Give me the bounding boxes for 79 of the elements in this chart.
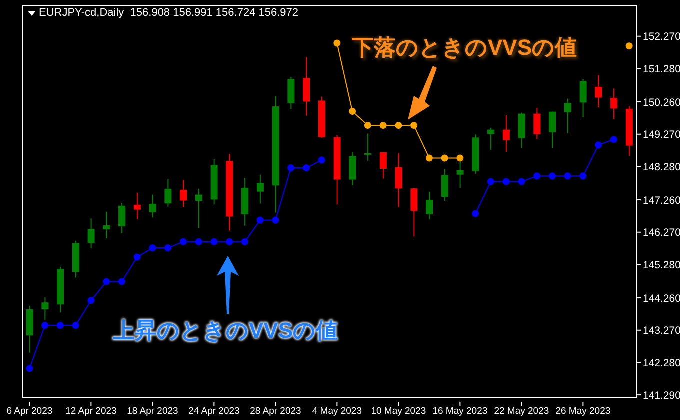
point (302, 164, 310, 172)
point (180, 238, 187, 246)
point (564, 172, 572, 180)
point (103, 278, 110, 286)
point (210, 238, 218, 246)
candlestick (595, 74, 602, 108)
candlestick (349, 152, 356, 186)
candlestick (164, 178, 172, 208)
candlestick (149, 194, 156, 218)
point (334, 40, 341, 47)
point (26, 365, 34, 372)
point (426, 154, 433, 162)
point (241, 238, 248, 246)
candlestick (549, 111, 556, 149)
candlestick (256, 174, 264, 204)
candlestick (610, 88, 618, 120)
point (149, 244, 156, 252)
point (318, 156, 326, 164)
point (395, 122, 402, 130)
candlestick (134, 192, 141, 220)
x-tick-label: 26 May 2023 (556, 406, 611, 417)
point (610, 136, 618, 144)
candlestick (410, 187, 418, 238)
point (134, 254, 141, 261)
point (195, 238, 202, 246)
candlestick (441, 168, 448, 202)
point (56, 322, 64, 329)
point (380, 122, 387, 130)
candlestick (42, 296, 49, 320)
point (272, 216, 280, 224)
point (534, 172, 541, 180)
point (288, 164, 295, 172)
point (548, 172, 556, 180)
candlestick (88, 218, 95, 249)
candlestick (118, 202, 126, 234)
candlestick (426, 191, 434, 220)
chart-title: EURJPY-cd,Daily 156.908 156.991 156.724 156.972 (39, 7, 299, 19)
x-tick-label: 22 May 2023 (494, 406, 550, 417)
candlestick (488, 127, 495, 151)
candlestick (364, 133, 372, 162)
point (626, 42, 633, 50)
candlestick (502, 114, 510, 153)
point (518, 178, 526, 186)
x-tick-label: 18 Apr 2023 (127, 406, 178, 417)
candlestick (580, 78, 587, 118)
point (256, 216, 264, 224)
point (72, 322, 80, 329)
point (364, 122, 372, 130)
point (472, 210, 480, 218)
candlestick (395, 152, 402, 208)
x-tick-label: 24 Apr 2023 (188, 406, 240, 417)
point (441, 154, 448, 162)
x-tick-label: 6 Apr 2023 (6, 406, 53, 417)
x-tick-label: 28 Apr 2023 (250, 406, 302, 417)
candlestick (564, 98, 572, 134)
candlestick (303, 56, 310, 116)
point (88, 297, 95, 304)
point (226, 238, 234, 246)
candlestick (534, 107, 541, 140)
point (164, 244, 172, 252)
point (595, 142, 602, 149)
candlestick (180, 180, 188, 208)
annotation: 下落のときのVVSの値 (352, 34, 578, 62)
x-tick-label: 4 May 2023 (312, 406, 362, 417)
annotation: 上昇のときのVVSの値 (113, 317, 338, 345)
point (42, 322, 49, 329)
point (410, 122, 418, 130)
candlestick (195, 188, 202, 229)
point (349, 108, 356, 115)
point (456, 154, 464, 162)
point (580, 172, 587, 180)
x-tick-label: 10 May 2023 (371, 406, 426, 417)
x-tick-label: 16 May 2023 (432, 406, 488, 417)
candlestick (103, 211, 110, 240)
point (487, 178, 494, 186)
point (118, 278, 126, 286)
candlestick (380, 152, 387, 180)
point (502, 178, 510, 186)
x-tick-label: 12 Apr 2023 (66, 406, 117, 417)
